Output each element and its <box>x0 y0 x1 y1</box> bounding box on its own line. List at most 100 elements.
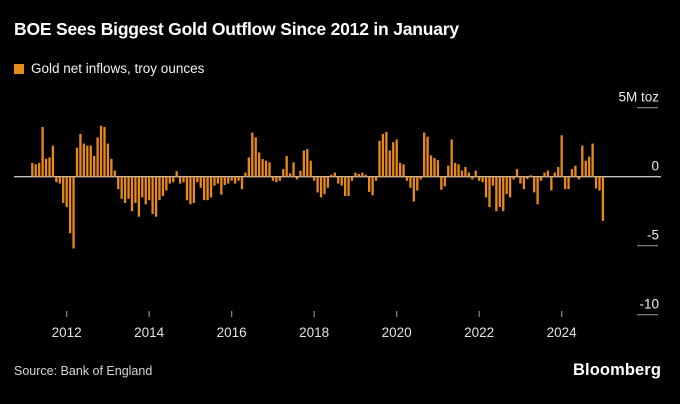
chart-bar <box>337 176 340 184</box>
chart-bar <box>502 176 505 212</box>
chart-bar <box>51 145 55 177</box>
chart-bar <box>38 162 41 177</box>
chart-bar <box>89 145 92 177</box>
chart-bar <box>443 176 446 187</box>
chart-bar <box>357 173 361 177</box>
chart-bar <box>62 176 65 203</box>
chart-bar <box>220 176 223 195</box>
chart-bar <box>484 176 488 198</box>
chart-bar <box>172 176 175 183</box>
x-axis-label: 2020 <box>382 325 412 340</box>
chart-bar <box>58 176 61 184</box>
y-axis-label: -5 <box>647 228 659 243</box>
chart-bar <box>354 172 357 177</box>
chart-bar <box>594 176 598 189</box>
chart-bar <box>478 176 481 181</box>
chart-bar <box>261 159 264 177</box>
chart-bar <box>412 176 416 202</box>
chart-bar <box>302 150 306 177</box>
chart-bar <box>258 152 261 177</box>
chart-bar <box>189 176 192 205</box>
chart-bar <box>185 176 189 201</box>
x-axis-label: 2014 <box>134 325 165 340</box>
chart-bar <box>48 157 51 177</box>
chart-bar <box>326 176 330 188</box>
chart-bar <box>395 139 398 177</box>
chart-bar <box>31 162 34 177</box>
chart-bar <box>581 145 584 177</box>
chart-bar <box>340 176 343 186</box>
chart-bar <box>151 176 154 214</box>
chart-bar <box>588 156 591 177</box>
chart-bar <box>72 176 75 249</box>
chart-bar <box>385 131 388 177</box>
chart-bar <box>584 160 587 177</box>
chart-bar <box>120 176 123 199</box>
chart-bar <box>440 176 443 190</box>
y-axis-label: -10 <box>639 297 659 312</box>
chart-bar <box>488 176 491 208</box>
chart-bar <box>457 164 460 177</box>
chart-bar <box>178 176 182 184</box>
chart-bar <box>350 176 354 181</box>
chart-bar <box>275 176 278 183</box>
chart-bar <box>79 133 82 177</box>
chart-bar <box>154 176 158 217</box>
chart-bar <box>426 136 429 177</box>
chart-bar <box>374 176 378 181</box>
chart-bar <box>343 176 347 197</box>
chart-bar <box>405 176 409 181</box>
chart-bar <box>168 176 171 184</box>
chart-bar <box>533 176 536 193</box>
chart-bar <box>230 176 233 181</box>
chart-bar <box>429 155 433 177</box>
chart-bar <box>44 158 48 177</box>
source-credit: Source: Bank of England <box>14 364 153 378</box>
chart-bar <box>34 164 37 177</box>
chart-bar <box>130 176 134 212</box>
chart-bar <box>96 137 99 177</box>
chart-bar <box>240 176 244 190</box>
chart-bar <box>206 176 209 201</box>
chart-bar <box>560 135 563 177</box>
chart-bar <box>550 176 553 191</box>
x-axis-label: 2012 <box>52 325 82 340</box>
chart-bar <box>539 176 543 181</box>
chart-bar <box>464 167 467 177</box>
chart-bar <box>563 176 567 190</box>
chart-bar <box>213 176 216 186</box>
chart-bar <box>227 176 230 184</box>
chart-bar <box>498 176 501 208</box>
chart-bar <box>175 171 178 177</box>
chart-bar <box>144 176 147 205</box>
chart-bar <box>402 164 405 177</box>
chart-bar <box>505 176 508 195</box>
chart-bar <box>55 176 58 183</box>
chart-bar <box>598 176 601 191</box>
chart-bar <box>495 176 498 212</box>
chart-bar <box>137 176 141 217</box>
chart-bar <box>529 175 532 177</box>
chart-bar <box>203 176 206 201</box>
chart-bar <box>134 176 137 203</box>
chart-bar <box>591 143 594 177</box>
chart-bar <box>371 176 374 196</box>
legend-swatch-icon <box>14 63 24 74</box>
chart-bar <box>282 169 285 177</box>
chart-bar <box>117 176 120 190</box>
chart-bar <box>570 169 574 177</box>
chart-bar <box>526 176 529 180</box>
chart-bar <box>113 170 116 177</box>
chart-bar <box>398 162 402 177</box>
chart-bar <box>557 167 560 177</box>
chart-bar <box>333 172 336 177</box>
chart-bar <box>515 169 519 177</box>
y-axis-label: 0 <box>651 159 659 174</box>
chart-bar <box>288 173 292 177</box>
chart-bar <box>223 176 226 185</box>
chart-bar <box>86 145 89 177</box>
chart-bar <box>110 158 113 177</box>
chart-bar <box>127 176 130 199</box>
